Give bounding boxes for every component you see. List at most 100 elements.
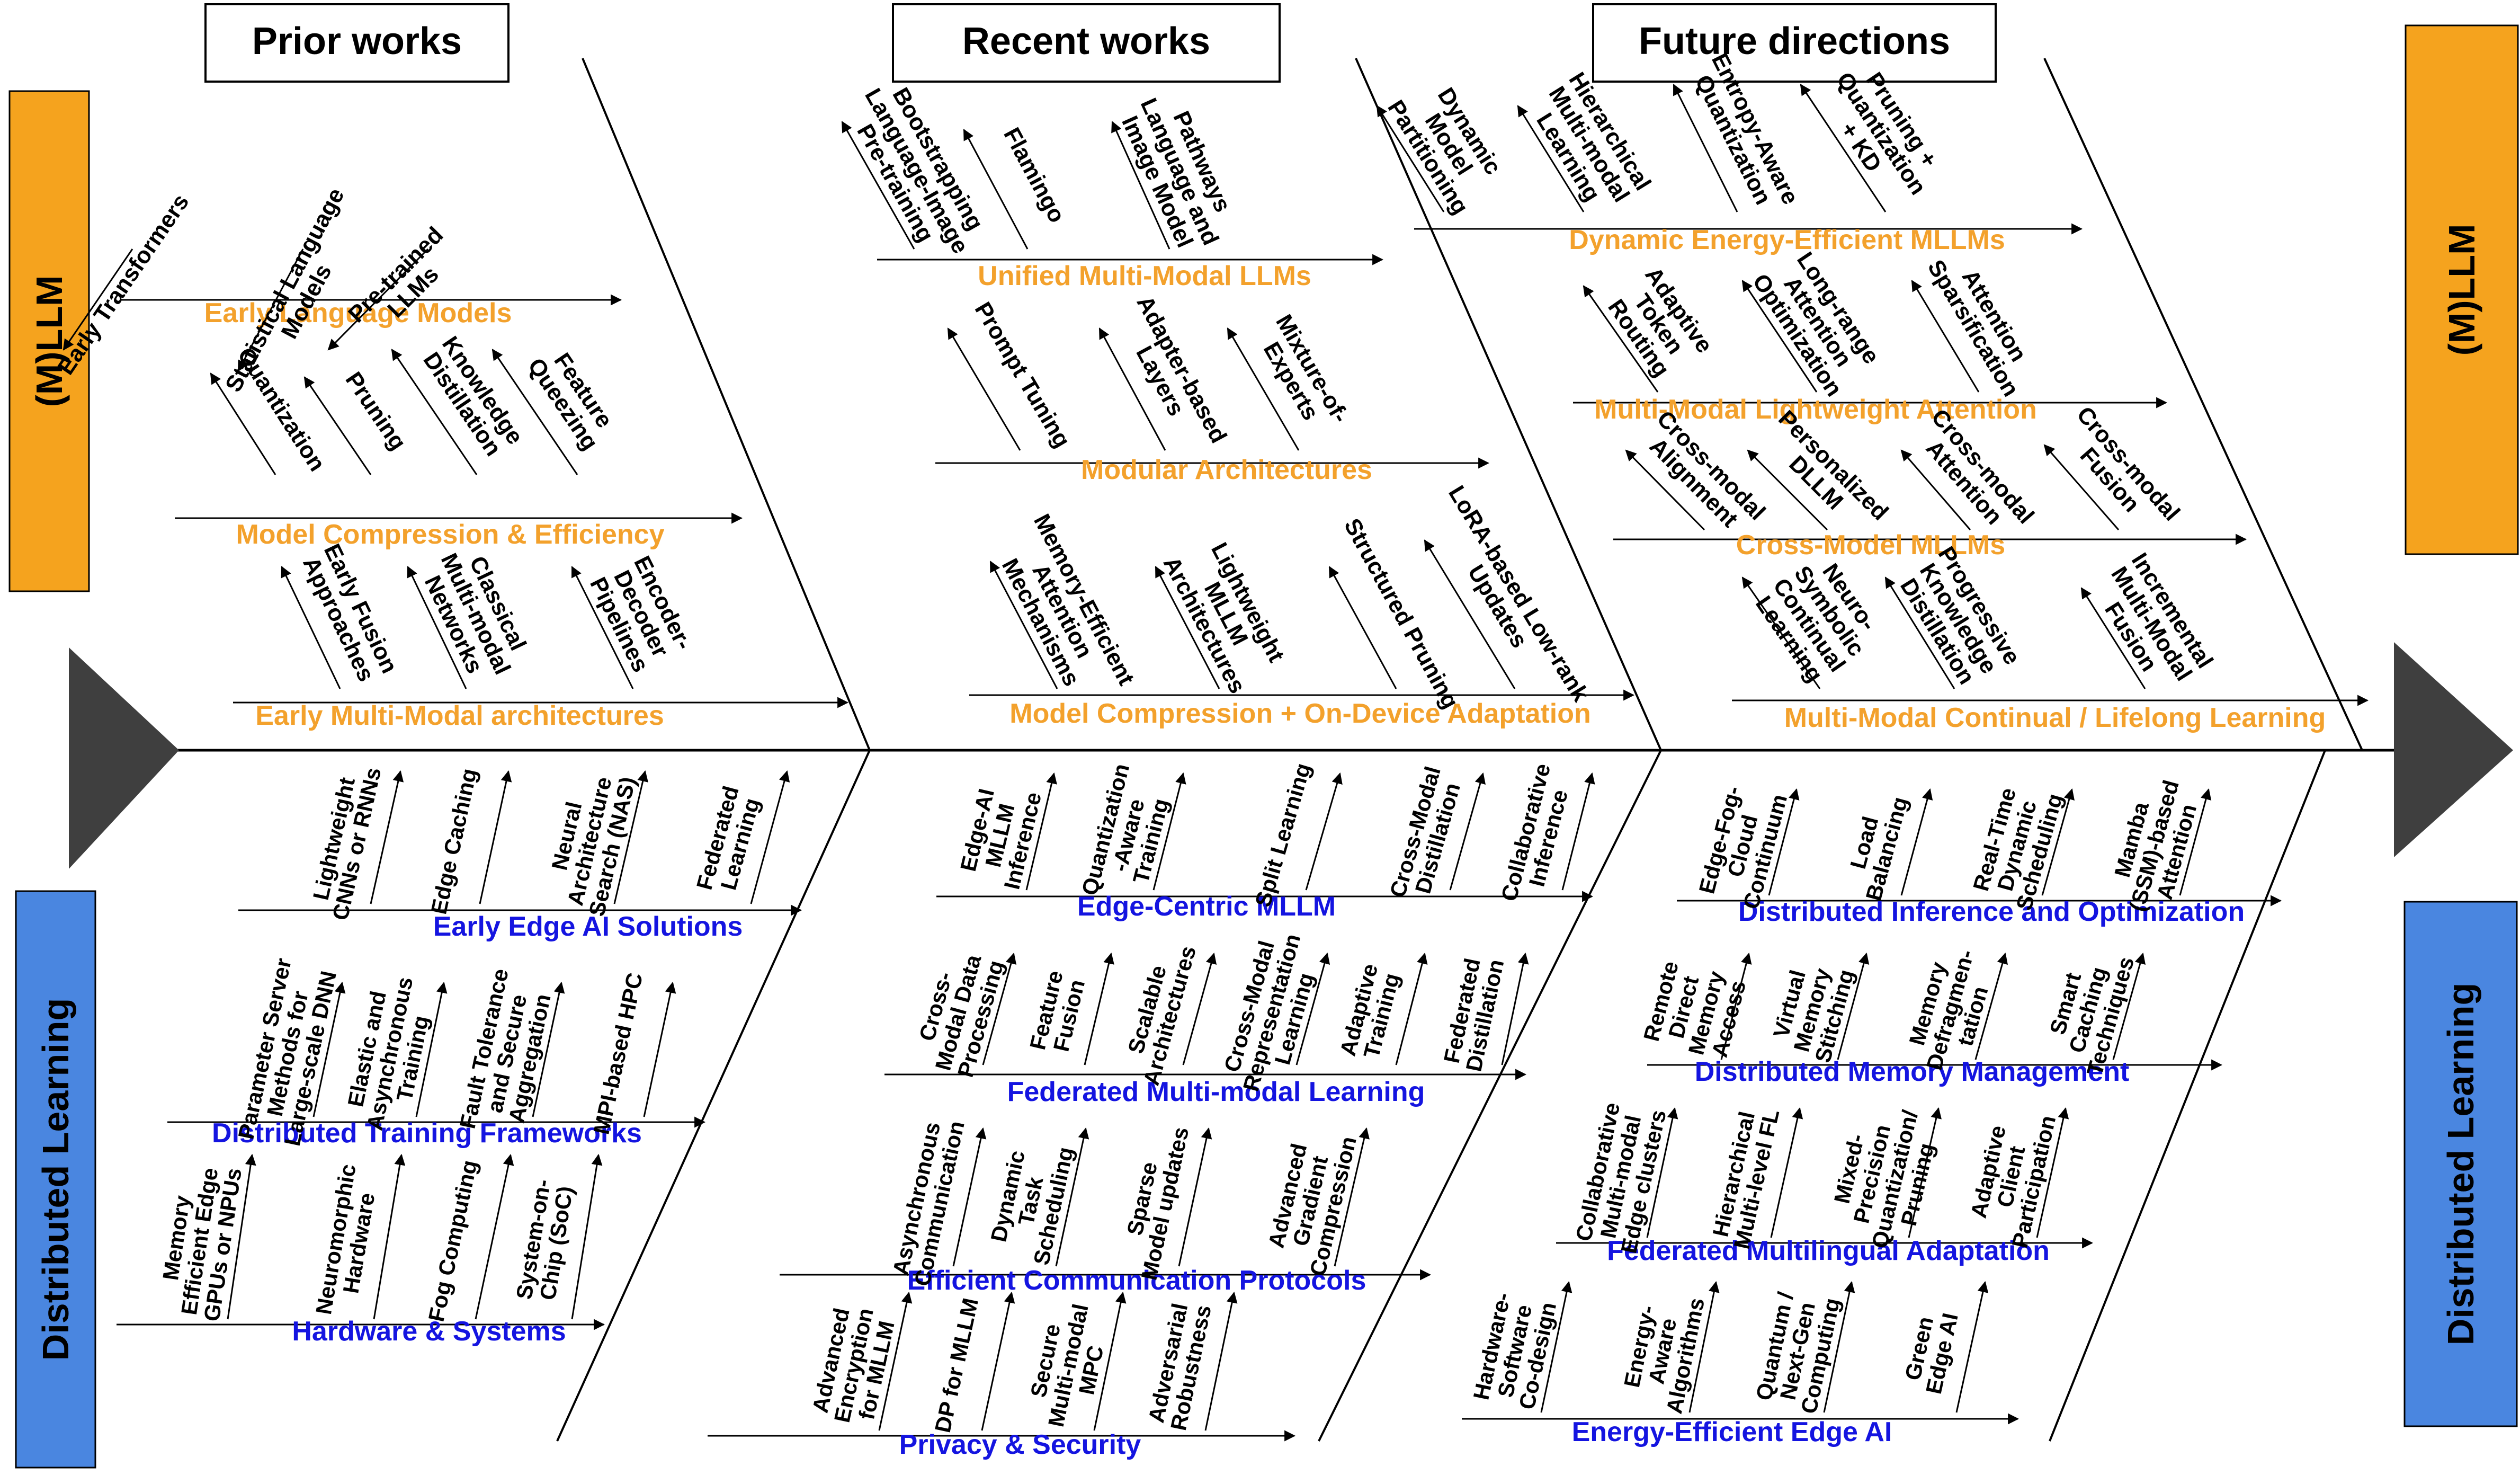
top-rib-line <box>1376 105 1445 212</box>
bottom-rib-label: FeatureFusion <box>1025 968 1091 1058</box>
top-branch-title: Model Compression & Efficiency <box>236 519 664 550</box>
top-rib-label: Structured Pruning <box>1339 514 1464 713</box>
bottom-branch-title: Hardware & Systems <box>292 1316 566 1347</box>
bottom-rib-line <box>1501 952 1529 1065</box>
side-label-mllm-right: (M)LLM <box>2441 224 2482 356</box>
bottom-rib-line <box>1955 1281 1989 1413</box>
top-rib-line <box>492 349 578 475</box>
bottom-rib-label: System-on-Chip (SoC) <box>512 1178 578 1305</box>
top-rib-label: ClassicalMulti-modalNetworks <box>414 539 538 689</box>
bottom-branch-title: Edge-Centric MLLM <box>1077 891 1336 922</box>
bottom-rib-line <box>2041 788 2075 896</box>
main-bone-recent-low <box>1318 750 1662 1442</box>
bottom-rib-label: FederatedLearning <box>692 783 766 899</box>
top-rib-label: PathwaysLanguage andImage Model <box>1113 84 1246 259</box>
top-rib-label: Cross-modalAlignment <box>1634 406 1771 543</box>
bottom-rib-label: Edge-AIMLLMInference <box>954 779 1047 892</box>
main-bone-prior-low <box>556 750 871 1442</box>
top-rib-label: Statistical LanguageModels <box>220 184 371 408</box>
bottom-rib-label: AdvancedEncryptionfor MLLM <box>807 1301 901 1429</box>
bottom-rib-label: AdvancedGradientCompression <box>1259 1124 1361 1278</box>
bottom-rib-label: NeuromorphicHardware <box>311 1162 383 1320</box>
bottom-rib-label: GreenEdge AI <box>1898 1306 1963 1397</box>
bottom-rib-label: Edge-Fog-CloudContinuum <box>1693 780 1792 911</box>
top-rib-label: BootstrappingLanguage-ImagePre-training <box>838 72 995 270</box>
bottom-rib-label: AsynchronousCommunication <box>887 1114 969 1288</box>
bottom-rib-label: MemoryEfficient EdgeGPUs or NPUs <box>153 1160 246 1323</box>
bottom-rib-label: LoadBalancing <box>1838 788 1913 903</box>
header-future: Future directions <box>1592 3 1997 83</box>
top-rib-line <box>407 566 467 689</box>
top-rib-line <box>1111 121 1170 250</box>
top-rib-label: AdaptiveTokenRouting <box>1600 262 1718 386</box>
bottom-rib-label: Quantization-AwareTraining <box>1077 761 1179 910</box>
top-branch-title: Multi-Modal Lightweight Attention <box>1594 394 2037 425</box>
top-rib-line <box>1625 449 1705 531</box>
bottom-rib-label: Split Learning <box>1250 760 1315 910</box>
bottom-rib-label: Quantum /Next-GenComputing <box>1750 1286 1845 1416</box>
bottom-rib-line <box>571 1153 603 1320</box>
top-rib-label: AttentionSparsification <box>1923 243 2045 401</box>
bottom-rib-line <box>373 1153 406 1320</box>
main-bone-future <box>2043 58 2363 751</box>
top-rib-label: Prompt Tuning <box>970 298 1076 452</box>
top-branch-title: Early Multi-Modal architectures <box>255 700 664 731</box>
top-rib-label: Early FusionApproaches <box>297 540 403 688</box>
top-rib-label: Neuro-SymbolicContinualLearning <box>1748 546 1891 691</box>
bottom-rib-line <box>1084 952 1114 1065</box>
bottom-rib-label: RemoteDirectMemoryAccess <box>1638 956 1752 1063</box>
bottom-rib-line <box>1561 772 1595 891</box>
tail-triangle <box>69 647 179 869</box>
bottom-rib-label: SecureMulti-modalMPC <box>1021 1297 1116 1434</box>
top-rib-label: Flamingo <box>998 123 1070 227</box>
bottom-branch-title: Distributed Memory Management <box>1695 1056 2130 1087</box>
top-rib-line <box>62 248 133 351</box>
bottom-rib-label: DynamicTaskScheduling <box>983 1135 1078 1267</box>
side-label-dl-right: Distributed Learning <box>2440 983 2481 1345</box>
top-rib-label: LightweightMLLMArchitectures <box>1158 530 1294 698</box>
top-rib-line <box>1517 105 1585 212</box>
bottom-rib-line <box>1305 772 1343 891</box>
bottom-rib-label: Hardware-SoftwareCo-design <box>1468 1291 1561 1412</box>
top-rib-line <box>1673 84 1738 212</box>
bottom-rib-label: AdversarialRobustness <box>1143 1298 1216 1433</box>
bottom-rib-line <box>312 981 346 1117</box>
bottom-rib-line <box>532 981 565 1117</box>
side-box-dl-left: Distributed Learning <box>15 890 96 1469</box>
bottom-branch-title: Efficient Communication Protocols <box>907 1265 1366 1296</box>
bottom-rib-label: Cross-Modal DataProcessing <box>908 945 1009 1080</box>
bottom-rib-label: Fault Toleranceand SecureAggregation <box>455 966 559 1141</box>
top-rib-label: Cross-modalAttention <box>1908 404 2039 545</box>
header-recent: Recent works <box>892 3 1281 83</box>
bottom-rib-line <box>475 1153 514 1320</box>
bottom-rib-line <box>1395 952 1428 1065</box>
bottom-rib-label: AdaptiveClientParticipation <box>1961 1103 2060 1250</box>
bottom-rib-line <box>1823 1281 1855 1413</box>
bottom-branch-title: Federated Multi-modal Learning <box>1007 1077 1425 1107</box>
top-rib-line <box>1800 84 1887 212</box>
top-rib-line <box>281 566 341 689</box>
header-prior: Prior works <box>204 3 510 83</box>
bottom-rib-line <box>1540 1281 1572 1413</box>
bottom-rib-label: AdaptiveTraining <box>1335 961 1405 1064</box>
top-rib-line <box>391 349 478 475</box>
top-rib-line <box>1911 280 1980 393</box>
header-future-text: Future directions <box>1639 20 1950 63</box>
top-rib-line <box>2043 444 2120 530</box>
bottom-branch-title: Distributed Inference and Optimization <box>1738 896 2245 927</box>
top-branch-title: Early Language Models <box>204 298 512 328</box>
bottom-rib-label: MPI-based HPC <box>588 971 647 1136</box>
top-rib-label: KnowledgeDistillation <box>417 332 528 463</box>
top-rib-line <box>841 121 915 250</box>
bottom-rib-line <box>1182 952 1217 1065</box>
bottom-rib-label: ScalableArchitectures <box>1116 937 1201 1088</box>
top-rib-line <box>1155 566 1220 689</box>
top-rib-line <box>1328 566 1397 689</box>
bottom-rib-line <box>1720 952 1752 1060</box>
top-branch-title: Multi-Modal Continual / Lifelong Learnin… <box>1784 703 2326 733</box>
bottom-rib-label: CollaborativeInference <box>1496 761 1578 909</box>
bottom-rib-label: Mixed-PrecisionQuantization/Pruning <box>1821 1097 1945 1256</box>
top-rib-line <box>1900 449 1971 530</box>
bottom-rib-label: Cross-ModalDistillation <box>1385 763 1468 907</box>
